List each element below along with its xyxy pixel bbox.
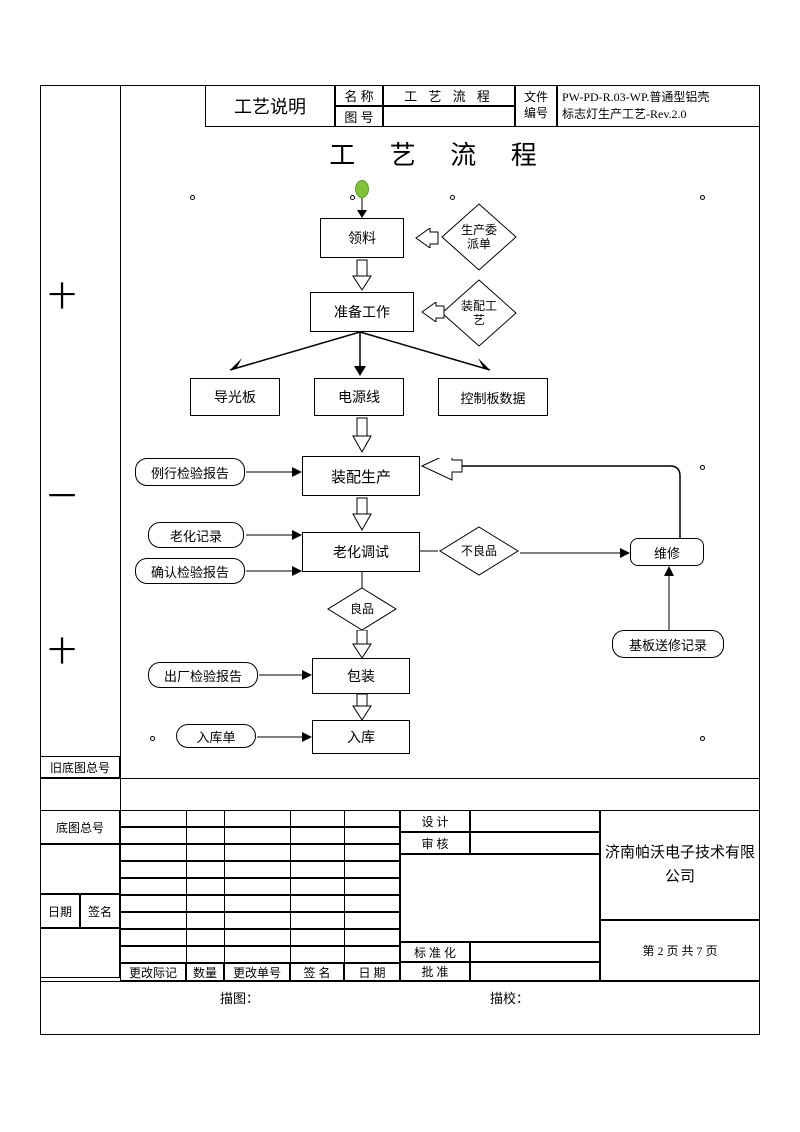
arrow-r3-n4 (246, 564, 304, 578)
doc-value-1: PW-PD-R.03-WP.普通型铝壳 (562, 89, 709, 106)
ft-std: 标 准 化 (400, 942, 470, 962)
ft-old-base: 旧底图总号 (40, 756, 120, 778)
header-name-value: 工 艺 流 程 (383, 85, 515, 106)
header-doc-label: 文件 编号 (515, 85, 557, 127)
ft-sign: 签名 (80, 894, 120, 928)
ft-std-v (470, 942, 600, 962)
d3-label: 不良品 (461, 544, 497, 558)
ft-trace: 描图： (220, 988, 259, 1007)
rounded-repair-record: 基板送修记录 (612, 630, 724, 658)
grid-row-3 (120, 736, 760, 742)
sep-ft-top (40, 810, 760, 811)
rev-r5 (120, 878, 400, 895)
rev-r1 (120, 810, 400, 827)
header-fig-value (383, 106, 515, 127)
node-material: 领料 (320, 218, 404, 258)
sep-h1 (40, 778, 760, 779)
arrow-n3-n4 (350, 496, 374, 532)
rounded-routine-report: 例行检验报告 (135, 458, 245, 486)
rev-r8 (120, 929, 400, 946)
main-title: 工 艺 流 程 (120, 135, 760, 172)
company-1: 济南帕沃电子技术有限 (605, 841, 755, 865)
ft-blank2 (40, 928, 120, 978)
rounded-outgoing-report: 出厂检验报告 (148, 662, 258, 688)
header-title: 工艺说明 (205, 85, 335, 127)
header-fig-label: 图 号 (335, 106, 383, 127)
diamond-good: 良品 (326, 586, 398, 632)
rounded-aging-record: 老化记录 (148, 522, 244, 548)
ft-approve-v (470, 962, 600, 981)
ft-review: 审 核 (400, 832, 470, 854)
d2l1: 装配工 (461, 299, 497, 313)
diamond-order: 生产委派单 (440, 202, 518, 272)
ft-mid-blank (400, 854, 600, 942)
rev-h4: 签 名 (290, 963, 344, 981)
mark-2: 一 (48, 475, 76, 515)
ft-base: 底图总号 (40, 810, 120, 844)
rev-r3 (120, 844, 400, 861)
arrow-d2-n2 (416, 302, 446, 322)
fanout-arrows (190, 332, 530, 382)
vs4 (344, 810, 345, 963)
ft-check: 描校： (490, 988, 529, 1007)
ft-design-v (470, 810, 600, 832)
rev-r4 (120, 861, 400, 878)
node-controlboard: 控制板数据 (438, 378, 548, 416)
ft-blank1 (40, 844, 120, 894)
doc-value-2: 标志灯生产工艺-Rev.2.0 (562, 106, 687, 123)
sep-ft-bot (40, 981, 760, 982)
ft-approve: 批 准 (400, 962, 470, 981)
vs2 (224, 810, 225, 963)
mark-3: 十 (48, 630, 76, 670)
ft-date: 日期 (40, 894, 80, 928)
diamond-defect: 不良品 (438, 525, 520, 577)
arrow-d3-repair (520, 546, 632, 560)
start-marker (355, 180, 369, 198)
d4-label: 良品 (350, 602, 374, 616)
grid-row (120, 195, 760, 201)
rev-h2: 数量 (186, 963, 224, 981)
company-2: 公司 (665, 865, 695, 889)
node-packing: 包装 (312, 658, 410, 694)
ft-page: 第 2 页 共 7 页 (600, 920, 760, 981)
d2l2: 艺 (473, 313, 485, 327)
rounded-confirm-report: 确认检验报告 (135, 558, 245, 584)
rev-r2 (120, 827, 400, 844)
arrow-n5-n6 (350, 694, 374, 722)
arrow-start-n1 (352, 198, 372, 220)
arrow-d1-n1 (410, 228, 444, 248)
node-prepare: 准备工作 (310, 292, 414, 332)
ft-company: 济南帕沃电子技术有限 公司 (600, 810, 760, 920)
header-doc-value: PW-PD-R.03-WP.普通型铝壳 标志灯生产工艺-Rev.2.0 (557, 85, 760, 127)
rev-h1: 更改际记 (120, 963, 186, 981)
rev-r7 (120, 912, 400, 929)
rev-h3: 更改单号 (224, 963, 290, 981)
arrow-n1-n2 (350, 258, 374, 292)
arrow-d4-n5 (350, 630, 374, 660)
node-powerline: 电源线 (314, 378, 404, 416)
arrow-n4-d3 (420, 545, 440, 557)
header-name-label: 名 称 (335, 85, 383, 106)
node-aging: 老化调试 (302, 532, 420, 572)
ft-design: 设 计 (400, 810, 470, 832)
rev-r9 (120, 946, 400, 963)
d1l2: 派单 (467, 237, 491, 251)
arrow-branch-n3 (350, 416, 374, 454)
vs3 (290, 810, 291, 963)
d1l1: 生产委 (461, 223, 497, 237)
node-repair: 维修 (630, 538, 704, 566)
doc-label-1: 文件 (524, 90, 548, 106)
doc-label-2: 编号 (524, 106, 548, 122)
node-lightguide: 导光板 (190, 378, 280, 416)
arrow-r4-n5 (259, 668, 314, 682)
rev-h5: 日 期 (344, 963, 400, 981)
rev-r6 (120, 895, 400, 912)
ft-review-v (470, 832, 600, 854)
arrow-r2-n4 (246, 528, 304, 542)
arrow-r1-n3 (246, 464, 304, 480)
mark-1: 十 (48, 275, 76, 315)
arrow-record-repair (662, 566, 676, 632)
node-assembly: 装配生产 (302, 456, 420, 496)
vs1 (186, 810, 187, 963)
